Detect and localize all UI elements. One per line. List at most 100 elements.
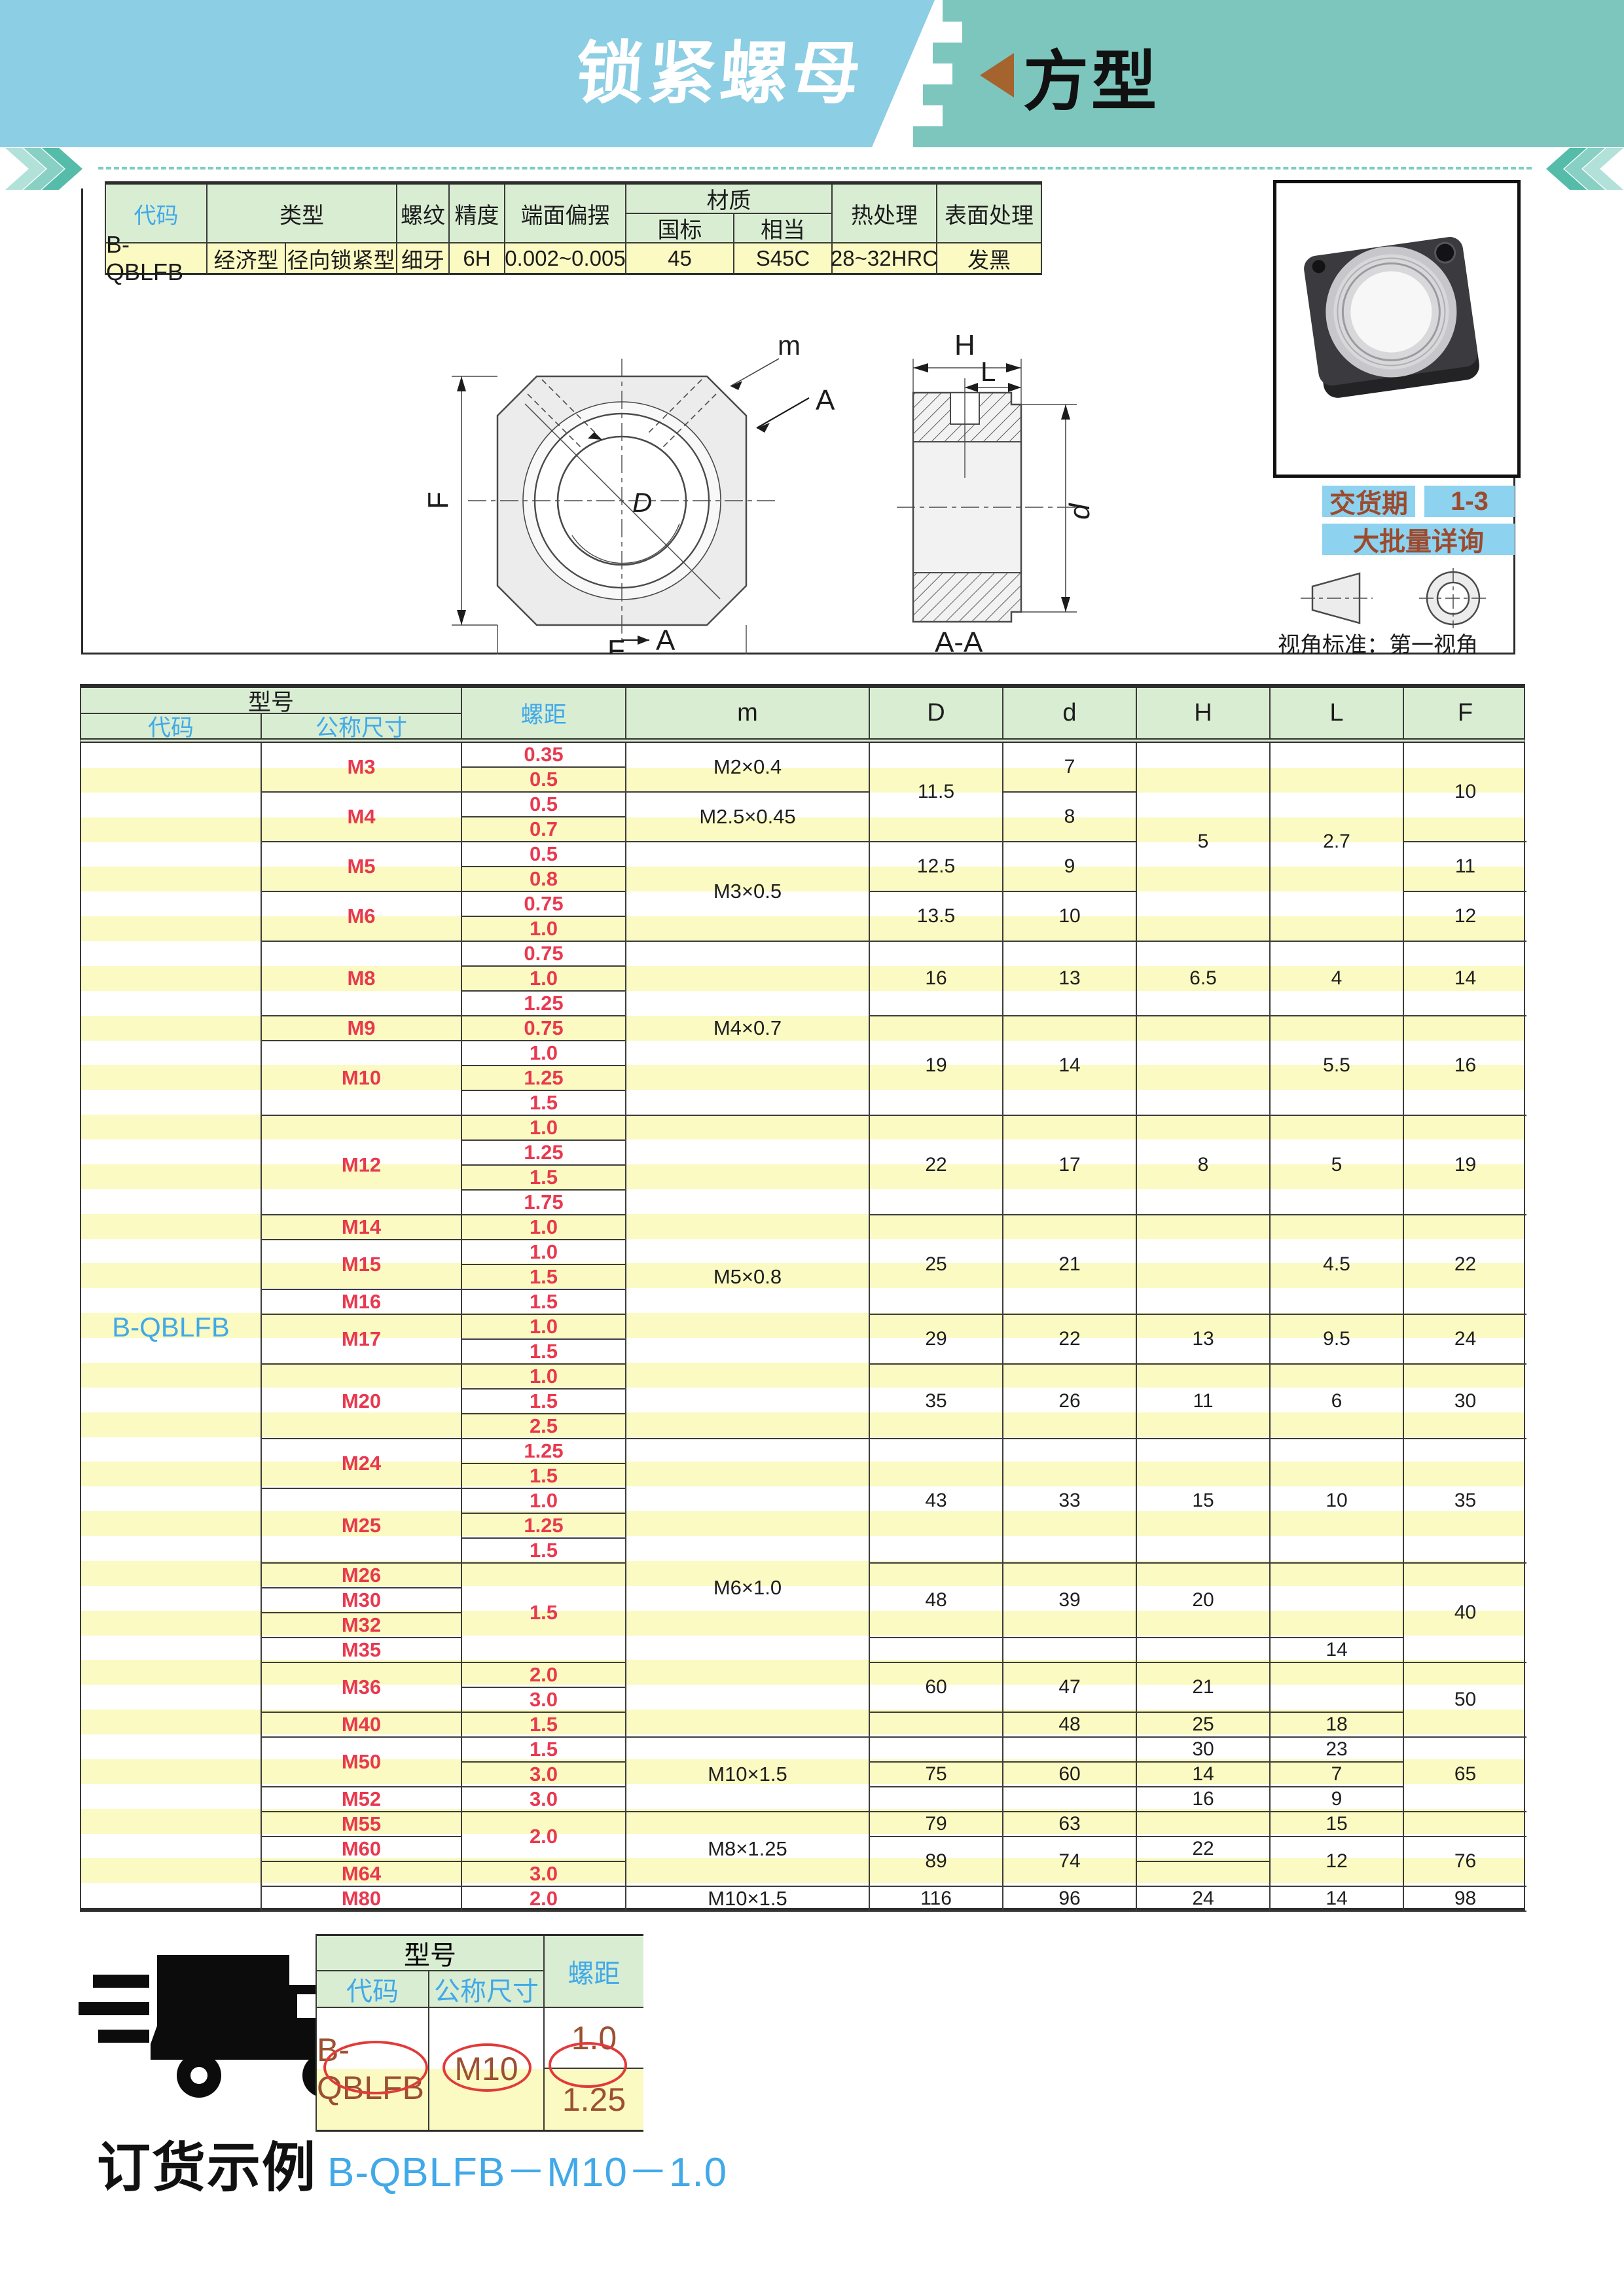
cell-mcol: M2.5×0.45 (626, 793, 870, 842)
cell-num: 7 (1271, 1763, 1404, 1787)
svg-text:L: L (981, 356, 996, 387)
cell-size: M30 (262, 1588, 462, 1613)
table-stripe (81, 891, 1524, 917)
spec-thread-value: 细牙 (397, 243, 450, 275)
cell-num: 14 (1003, 1016, 1137, 1116)
cell-num: 10 (1271, 1439, 1404, 1564)
category-arrow-icon (980, 53, 1014, 98)
dashed-divider (98, 167, 1532, 170)
cell-pitch: 1.0 (462, 1116, 626, 1141)
cell-pitch: 1.0 (462, 1315, 626, 1340)
cell-num: 12 (1404, 892, 1526, 942)
cell-pitch: 3.0 (462, 1862, 626, 1887)
banner-teal-block (913, 0, 1624, 147)
table-stripe (81, 1560, 1524, 1586)
delivery-label: 交货期 (1322, 486, 1415, 518)
cell-size: M10 (262, 1041, 462, 1116)
cell-num: 22 (1404, 1215, 1526, 1315)
cell-num: 19 (870, 1016, 1003, 1116)
spec-runout-value: 0.002~0.005 (505, 243, 626, 275)
spec-type2-value: 径向锁紧型 (286, 243, 397, 275)
cell-mcol: M4×0.7 (626, 942, 870, 1116)
cell-mcol: M8×1.25 (626, 1812, 870, 1887)
cell-pitch: 2.0 (462, 1812, 626, 1862)
delivery-value: 1-3 (1424, 486, 1515, 517)
cell-num: 33 (1003, 1439, 1137, 1564)
svg-text:F: F (422, 492, 454, 509)
cell-mcol: M10×1.5 (626, 1887, 870, 1912)
table-stripe (81, 1685, 1524, 1710)
table-stripe (81, 792, 1524, 817)
cell-num: 21 (1003, 1215, 1137, 1315)
cell-num: 47 (1003, 1663, 1137, 1713)
cell-size: M8 (262, 942, 462, 1016)
table-stripe (81, 1462, 1524, 1487)
table-stripe (81, 1610, 1524, 1636)
spec-material-gb-value: 45 (626, 243, 734, 275)
table-stripe (81, 1313, 1524, 1338)
cell-pitch: 0.75 (462, 1016, 626, 1041)
cell-size: M64 (262, 1862, 462, 1887)
main-table-header: 型号 螺距 m D d H L F 代码 公称尺寸 (80, 684, 1525, 743)
cell-num: 75 (870, 1763, 1003, 1787)
order-header-pitch: 螺距 (545, 1936, 643, 2008)
header-F: F (1457, 699, 1473, 726)
cell-num (870, 1738, 1003, 1763)
cell-num: 48 (1003, 1713, 1137, 1738)
cell-size: M25 (262, 1489, 462, 1564)
cell-pitch: 3.0 (462, 1787, 626, 1812)
cell-size: M55 (262, 1812, 462, 1837)
cell-num: 50 (1404, 1663, 1526, 1738)
cell-size: M35 (262, 1638, 462, 1663)
table-stripe (81, 1362, 1524, 1388)
table-stripe (81, 767, 1524, 793)
header-size: 公称尺寸 (262, 714, 462, 741)
cell-num: 30 (1137, 1738, 1271, 1763)
svg-text:d: d (1064, 503, 1096, 520)
cell-num (1137, 1862, 1271, 1887)
cell-num: 39 (1003, 1564, 1137, 1638)
cell-size: M3 (262, 743, 462, 793)
cell-num: 14 (1404, 942, 1526, 1016)
spec-header-heat: 热处理 (833, 185, 937, 243)
cell-num (870, 1638, 1003, 1663)
highlight-circle (549, 2042, 627, 2088)
section-label: A-A (935, 626, 983, 655)
cell-pitch: 1.0 (462, 1489, 626, 1514)
table-stripe (81, 1338, 1524, 1363)
cell-mcol: M10×1.5 (626, 1738, 870, 1812)
cell-num (1003, 1738, 1137, 1763)
table-stripe (81, 1710, 1524, 1734)
table-stripe (81, 1437, 1524, 1462)
table-stripe (81, 1511, 1524, 1536)
cell-pitch: 2.5 (462, 1414, 626, 1439)
cell-pitch: 1.75 (462, 1191, 626, 1215)
cell-num: 79 (870, 1812, 1003, 1837)
cell-num: 18 (1271, 1713, 1404, 1738)
page-title: 锁紧螺母 (573, 36, 867, 112)
order-caption: 订货示例 (97, 2138, 317, 2198)
cell-mcol: M2×0.4 (626, 743, 870, 793)
product-photo (1273, 180, 1521, 478)
table-stripe (81, 1635, 1524, 1660)
row-stripes (81, 743, 1524, 1909)
cell-num: 60 (870, 1663, 1003, 1713)
table-stripe (81, 1784, 1524, 1809)
cell-num: 15 (1271, 1812, 1404, 1837)
table-stripe (81, 1288, 1524, 1314)
cell-num: 9 (1271, 1787, 1404, 1812)
cell-pitch: 1.5 (462, 1539, 626, 1564)
cell-pitch: 1.5 (462, 1340, 626, 1365)
cell-num: 74 (1003, 1837, 1137, 1887)
table-stripe (81, 990, 1524, 1016)
cell-num: 11.5 (870, 743, 1003, 842)
cell-pitch: 1.25 (462, 1439, 626, 1464)
header-L: L (1271, 688, 1404, 738)
cell-pitch: 1.25 (462, 1066, 626, 1091)
table-stripe (81, 1536, 1524, 1561)
first-angle-symbol-icon (1301, 568, 1487, 628)
table-stripe (81, 965, 1524, 991)
cell-num: 10 (1404, 743, 1526, 842)
spec-surface-value: 发黑 (937, 243, 1042, 275)
spec-code-value: B-QBLFB (106, 231, 208, 285)
